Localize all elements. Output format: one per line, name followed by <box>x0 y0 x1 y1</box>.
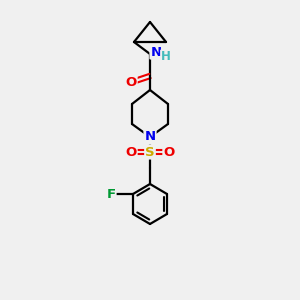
Text: O: O <box>125 76 136 88</box>
Text: O: O <box>164 146 175 158</box>
Text: S: S <box>145 146 155 158</box>
Text: N: N <box>150 46 162 59</box>
Text: O: O <box>125 146 136 158</box>
Text: H: H <box>161 50 171 64</box>
Text: N: N <box>144 130 156 143</box>
Text: F: F <box>106 188 116 200</box>
